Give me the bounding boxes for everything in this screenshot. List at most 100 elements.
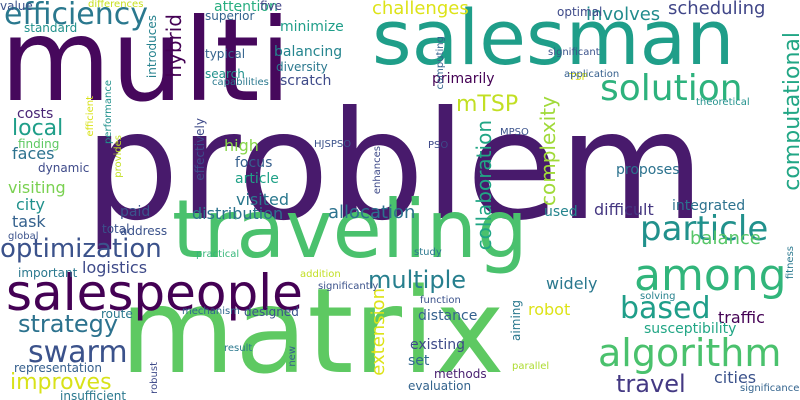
word-high: high [224, 136, 259, 155]
word-important: important [18, 266, 78, 280]
word-computational: computational [780, 32, 800, 191]
word-pso: PSO [428, 140, 449, 151]
word-value: value [0, 0, 33, 13]
word-visited: visited [236, 190, 289, 209]
word-hjspso: HJSPSO [314, 139, 352, 150]
word-multi: multi [0, 0, 292, 127]
word-parallel: parallel [512, 361, 550, 372]
word-paid: paid [120, 204, 151, 220]
word-multiple: multiple [368, 266, 467, 294]
word-fitness: fitness [785, 246, 796, 280]
word-used: used [544, 204, 578, 220]
word-visiting: visiting [8, 178, 66, 197]
word-particle: particle [640, 209, 769, 249]
word-addition: addition [300, 269, 341, 280]
word-global: global [8, 231, 39, 242]
word-introduces: introduces [145, 15, 159, 79]
word-matrix: matrix [120, 262, 505, 400]
word-methods: methods [434, 367, 487, 381]
word-dynamic: dynamic [38, 161, 90, 175]
word-among: among [634, 250, 787, 301]
word-strategy: strategy [18, 310, 119, 338]
word-enhances: enhances [372, 146, 383, 195]
word-swarm: swarm [28, 335, 128, 370]
word-significantly: significantly [318, 281, 379, 292]
word-typical: typical [205, 47, 246, 61]
word-mtsp: mTSP [456, 92, 519, 117]
word-existing: existing [410, 337, 465, 353]
word-costs: costs [17, 106, 54, 122]
word-salesman: salesman [372, 0, 735, 82]
word-integrated: integrated [672, 198, 746, 214]
word-total: total [102, 222, 130, 236]
word-new: new [287, 346, 298, 367]
word-evaluation: evaluation [408, 379, 472, 393]
word-insufficient: insufficient [60, 389, 127, 400]
word-widely: widely [546, 274, 598, 293]
word-tsp: TSP [569, 72, 588, 83]
word-set: set [408, 353, 430, 369]
word-task: task [12, 212, 46, 231]
word-significant: significant [548, 47, 600, 58]
word-based: based [620, 291, 711, 326]
word-standard: standard [24, 21, 78, 35]
word-attention: attention [214, 0, 278, 15]
word-focus: focus [235, 155, 273, 171]
word-distance: distance [418, 308, 478, 324]
word-distribution: distribution [192, 204, 284, 223]
word-five: five [260, 0, 283, 13]
word-capabilities: capabilities [212, 77, 269, 88]
word-hybrid: hybrid [162, 14, 186, 78]
word-significance: significance [740, 383, 800, 394]
word-theoretical: theoretical [696, 97, 750, 108]
word-finding: finding [18, 137, 60, 151]
word-scheduling: scheduling [668, 0, 766, 19]
word-optimal: optimal [557, 5, 603, 19]
word-susceptibility: susceptibility [644, 321, 737, 337]
word-improves: improves [10, 370, 112, 395]
word-collaboration: collaboration [472, 120, 496, 251]
word-efficiency: efficiency [4, 0, 149, 32]
word-involves: involves [586, 4, 661, 25]
word-primarily: primarily [432, 71, 495, 87]
word-optimization: optimization [0, 234, 162, 264]
word-traveling: traveling [172, 183, 528, 276]
word-faces: faces [12, 144, 55, 163]
word-application: application [564, 69, 620, 80]
word-differences: differences [88, 0, 144, 10]
word-balancing: balancing [274, 44, 343, 60]
word-cities: cities [714, 368, 757, 387]
word-difficult: difficult [594, 200, 654, 219]
word-travel: travel [616, 370, 686, 398]
word-robot: robot [528, 300, 571, 319]
word-superior: superior [205, 9, 255, 23]
word-problem: problem [84, 80, 705, 254]
word-complexity: complexity [536, 96, 560, 206]
word-traffic: traffic [718, 308, 765, 327]
word-diversity: diversity [276, 60, 328, 74]
word-robust: robust [149, 362, 160, 394]
word-function: function [420, 295, 461, 306]
word-search: search [205, 67, 245, 81]
word-practical: practical [196, 249, 240, 260]
word-article: article [235, 171, 279, 187]
word-efficient: efficient [85, 96, 96, 137]
word-route: route [101, 307, 133, 321]
word-provides: provides [113, 135, 124, 178]
word-balance: balance [690, 228, 761, 249]
word-designed: designed [244, 305, 299, 319]
word-computing: computing [435, 36, 446, 90]
word-challenges: challenges [372, 0, 469, 19]
word-salespeople: salespeople [6, 264, 303, 322]
word-mpso: MPSO [500, 127, 529, 138]
word-aiming: aiming [509, 300, 523, 341]
word-logistics: logistics [82, 258, 148, 277]
word-address: address [120, 224, 168, 238]
word-scratch: scratch [280, 73, 332, 89]
word-solution: solution [600, 68, 743, 109]
word-local: local [12, 116, 64, 141]
word-city: city [16, 195, 45, 214]
word-solving: solving [640, 291, 676, 302]
word-allocation: allocation [328, 202, 416, 223]
